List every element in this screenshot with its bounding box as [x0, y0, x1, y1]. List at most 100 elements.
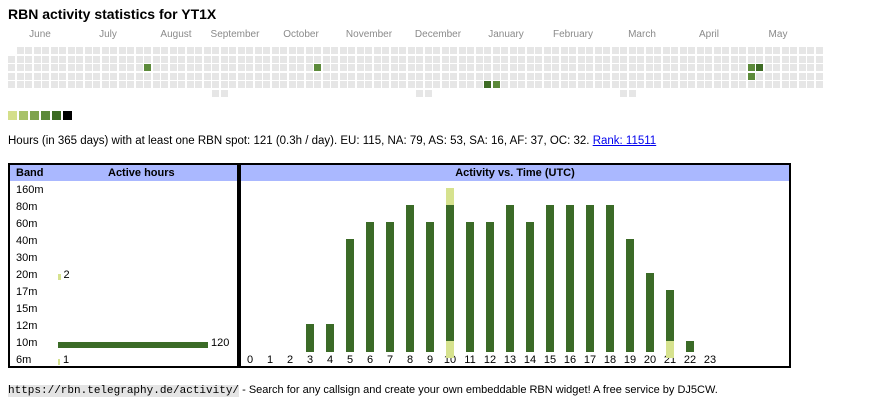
day-cell[interactable]: [407, 64, 415, 71]
day-cell[interactable]: [713, 72, 721, 80]
day-cell[interactable]: [569, 47, 576, 54]
day-cell[interactable]: [781, 55, 789, 63]
day-cell[interactable]: [747, 55, 755, 63]
day-cell[interactable]: [288, 55, 296, 63]
day-cell[interactable]: [152, 55, 160, 63]
day-cell[interactable]: [186, 55, 194, 63]
day-cell[interactable]: [577, 64, 585, 71]
day-cell[interactable]: [798, 72, 806, 80]
day-cell[interactable]: [722, 47, 729, 54]
day-cell[interactable]: [756, 47, 763, 54]
day-cell[interactable]: [637, 81, 644, 88]
day-cell[interactable]: [424, 89, 432, 97]
day-cell[interactable]: [271, 81, 279, 88]
day-cell[interactable]: [399, 64, 406, 71]
day-cell[interactable]: [628, 47, 636, 54]
day-cell[interactable]: [297, 55, 304, 63]
day-cell[interactable]: [416, 89, 423, 97]
day-cell[interactable]: [560, 72, 568, 80]
day-cell[interactable]: [220, 81, 228, 88]
day-cell[interactable]: [790, 81, 797, 88]
day-cell[interactable]: [577, 55, 585, 63]
day-cell[interactable]: [229, 47, 236, 54]
day-cell[interactable]: [169, 81, 177, 88]
day-cell[interactable]: [390, 64, 398, 71]
day-cell[interactable]: [195, 55, 202, 63]
day-cell[interactable]: [671, 47, 678, 54]
day-cell[interactable]: [280, 47, 287, 54]
day-cell[interactable]: [450, 81, 457, 88]
day-cell[interactable]: [781, 47, 789, 54]
day-cell[interactable]: [773, 47, 780, 54]
day-cell[interactable]: [433, 47, 440, 54]
day-cell[interactable]: [654, 64, 661, 71]
day-cell[interactable]: [433, 55, 440, 63]
day-cell[interactable]: [560, 64, 568, 71]
day-cell[interactable]: [688, 64, 695, 71]
day-cell[interactable]: [441, 64, 449, 71]
day-cell[interactable]: [373, 47, 381, 54]
day-cell[interactable]: [169, 55, 177, 63]
day-cell[interactable]: [781, 64, 789, 71]
day-cell[interactable]: [569, 55, 576, 63]
day-cell[interactable]: [118, 47, 126, 54]
day-cell[interactable]: [433, 72, 440, 80]
day-cell[interactable]: [229, 64, 236, 71]
day-cell[interactable]: [416, 81, 423, 88]
day-cell[interactable]: [450, 64, 457, 71]
day-cell[interactable]: [297, 64, 304, 71]
day-cell[interactable]: [662, 81, 670, 88]
day-cell[interactable]: [501, 81, 508, 88]
day-cell[interactable]: [475, 72, 483, 80]
day-cell[interactable]: [339, 47, 347, 54]
day-cell[interactable]: [93, 55, 100, 63]
day-cell[interactable]: [577, 47, 585, 54]
day-cell[interactable]: [552, 64, 559, 71]
day-cell[interactable]: [628, 72, 636, 80]
day-cell[interactable]: [407, 81, 415, 88]
day-cell[interactable]: [713, 64, 721, 71]
day-cell[interactable]: [382, 47, 389, 54]
day-cell[interactable]: [186, 47, 194, 54]
day-cell[interactable]: [84, 55, 92, 63]
day-cell[interactable]: [220, 47, 228, 54]
day-cell[interactable]: [628, 89, 636, 97]
day-cell[interactable]: [509, 55, 517, 63]
day-cell[interactable]: [688, 47, 695, 54]
day-cell[interactable]: [263, 81, 270, 88]
day-cell[interactable]: [50, 47, 58, 54]
day-cell[interactable]: [322, 81, 330, 88]
day-cell[interactable]: [33, 55, 41, 63]
day-cell[interactable]: [569, 64, 576, 71]
day-cell[interactable]: [195, 81, 202, 88]
day-cell[interactable]: [688, 72, 695, 80]
day-cell[interactable]: [254, 81, 262, 88]
day-cell[interactable]: [501, 72, 508, 80]
day-cell[interactable]: [679, 72, 687, 80]
day-cell[interactable]: [178, 81, 185, 88]
day-cell[interactable]: [798, 47, 806, 54]
day-cell[interactable]: [178, 47, 185, 54]
day-cell[interactable]: [246, 47, 253, 54]
day-cell[interactable]: [186, 81, 194, 88]
day-cell[interactable]: [101, 47, 109, 54]
day-cell[interactable]: [552, 72, 559, 80]
day-cell[interactable]: [730, 72, 738, 80]
day-cell[interactable]: [118, 64, 126, 71]
day-cell[interactable]: [764, 72, 772, 80]
day-cell[interactable]: [671, 64, 678, 71]
day-cell[interactable]: [203, 72, 211, 80]
day-cell[interactable]: [399, 72, 406, 80]
day-cell[interactable]: [467, 64, 474, 71]
day-cell[interactable]: [492, 72, 500, 80]
day-cell[interactable]: [399, 55, 406, 63]
day-cell[interactable]: [50, 81, 58, 88]
day-cell[interactable]: [263, 55, 270, 63]
day-cell[interactable]: [246, 81, 253, 88]
day-cell[interactable]: [220, 64, 228, 71]
day-cell[interactable]: [16, 81, 24, 88]
day-cell[interactable]: [526, 72, 534, 80]
day-cell[interactable]: [535, 55, 542, 63]
day-cell[interactable]: [773, 81, 780, 88]
day-cell[interactable]: [713, 81, 721, 88]
